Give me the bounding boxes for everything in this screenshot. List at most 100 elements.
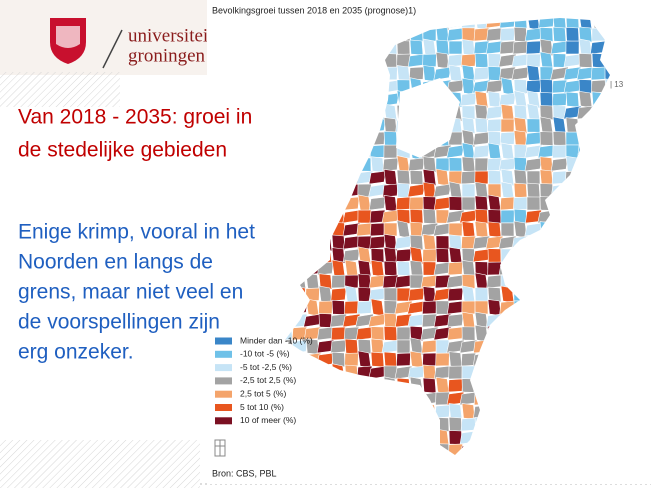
region	[383, 194, 398, 213]
region	[485, 105, 504, 120]
region	[394, 235, 413, 250]
region	[446, 27, 465, 42]
region	[539, 66, 554, 81]
region	[513, 26, 528, 43]
region	[487, 286, 502, 303]
region	[524, 27, 543, 42]
region	[383, 222, 398, 237]
region	[461, 64, 476, 83]
region	[500, 181, 515, 200]
legend-label: 2,5 tot 5 (%)	[240, 388, 286, 398]
region	[539, 78, 554, 95]
region	[409, 325, 424, 342]
region	[383, 351, 398, 368]
region	[370, 326, 385, 341]
region	[474, 117, 489, 134]
region	[330, 339, 347, 354]
legend-swatch	[215, 390, 232, 398]
region	[448, 365, 463, 380]
region	[550, 40, 569, 55]
region	[303, 313, 322, 328]
legend-label: -5 tot -2,5 (%)	[240, 362, 292, 372]
region	[409, 169, 424, 186]
region	[539, 91, 554, 108]
region	[472, 248, 491, 263]
page-number: | 13	[610, 80, 624, 89]
region	[435, 352, 450, 367]
region	[331, 274, 346, 289]
region	[435, 248, 450, 263]
region	[409, 350, 424, 369]
legend-label: Minder dan -10 (%)	[240, 335, 313, 345]
region	[499, 196, 516, 211]
region	[448, 131, 463, 146]
region	[331, 299, 346, 316]
region	[331, 247, 346, 264]
region	[551, 92, 568, 107]
region	[447, 287, 464, 302]
region	[448, 64, 463, 83]
region	[422, 196, 437, 211]
region	[396, 260, 411, 277]
region	[461, 300, 476, 315]
region	[394, 274, 413, 289]
region	[318, 285, 333, 304]
region	[433, 196, 452, 211]
region	[381, 339, 400, 354]
region	[474, 52, 489, 69]
region	[552, 144, 567, 159]
region	[409, 39, 424, 56]
region	[448, 246, 463, 265]
region	[565, 26, 580, 43]
region	[539, 169, 554, 186]
region	[526, 64, 541, 83]
region	[461, 311, 476, 330]
region	[407, 183, 426, 198]
region	[331, 259, 346, 278]
region	[448, 40, 463, 55]
legend-swatch	[215, 364, 232, 372]
logo-slash	[102, 29, 123, 69]
legend-swatch	[215, 377, 232, 385]
region	[344, 352, 359, 367]
region	[473, 66, 490, 81]
region	[422, 53, 437, 68]
region	[395, 196, 412, 211]
legend-swatch	[215, 350, 232, 358]
region	[421, 339, 438, 354]
region	[526, 182, 541, 199]
region	[447, 378, 464, 393]
region	[525, 40, 542, 55]
region	[422, 352, 437, 367]
region	[448, 157, 463, 172]
region	[382, 183, 399, 198]
region	[383, 287, 398, 302]
region	[525, 131, 542, 146]
region	[500, 118, 515, 133]
region	[563, 53, 582, 68]
region	[383, 312, 398, 329]
region	[461, 403, 476, 420]
region	[473, 144, 490, 159]
region	[578, 53, 593, 68]
region	[565, 91, 580, 108]
region	[383, 260, 398, 277]
region	[499, 131, 516, 146]
region	[461, 285, 476, 304]
region	[565, 144, 580, 159]
region	[552, 26, 567, 43]
region	[409, 260, 424, 277]
region	[344, 285, 359, 304]
region	[513, 78, 528, 95]
region	[460, 170, 477, 185]
body-line: Noorden en langs de	[18, 251, 213, 274]
region	[446, 300, 465, 315]
region	[356, 222, 373, 237]
source: Bron: CBS, PBL	[212, 468, 277, 478]
region	[357, 350, 372, 369]
region	[487, 299, 502, 316]
region	[460, 92, 477, 107]
body-line: Enige krimp, vooral in het	[18, 221, 255, 244]
hatch-bottom	[0, 440, 200, 488]
region	[448, 222, 463, 237]
